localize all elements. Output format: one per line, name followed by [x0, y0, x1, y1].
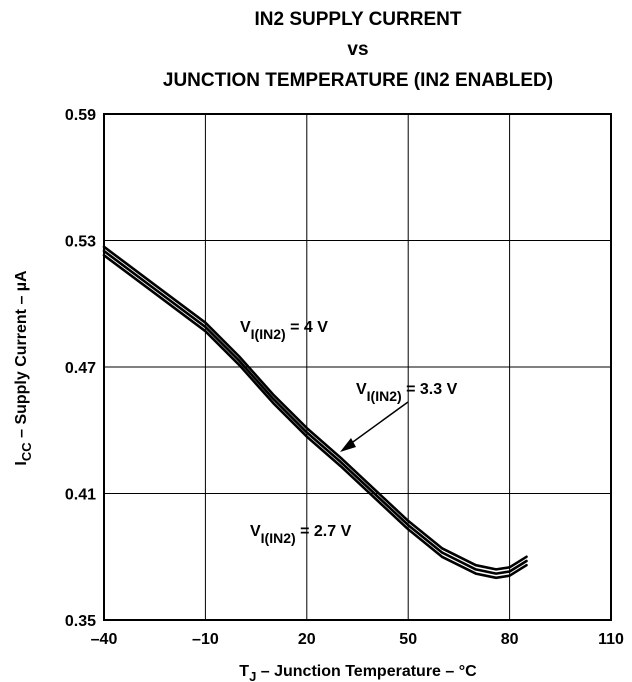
series-group — [102, 245, 528, 580]
x-tick-labels: –40 –10 20 50 80 110 — [91, 631, 624, 648]
grid — [103, 113, 612, 621]
plot-frame — [103, 113, 612, 621]
y-tick-labels: 0.35 0.41 0.47 0.53 0.59 — [65, 107, 96, 630]
annotation-4v: VI(IN2) = 4 V — [240, 319, 328, 342]
y-tick-label: 0.59 — [65, 107, 96, 124]
annotation-3-3v: VI(IN2) = 3.3 V — [356, 381, 458, 404]
annotation-arrow-line — [345, 401, 409, 448]
x-tick-label: 80 — [501, 631, 519, 648]
chart-title-line-1: IN2 SUPPLY CURRENT — [255, 9, 462, 30]
x-tick-label: –40 — [91, 631, 118, 648]
y-axis-label: ICC – Supply Current – µA — [13, 270, 34, 466]
series-line-1 — [102, 249, 528, 575]
series-line-0 — [102, 245, 528, 571]
x-tick-label: 110 — [598, 631, 624, 648]
chart-title-line-3: JUNCTION TEMPERATURE (IN2 ENABLED) — [163, 70, 553, 91]
x-tick-label: 20 — [298, 631, 316, 648]
x-tick-label: –10 — [192, 631, 219, 648]
chart-title-line-2: vs — [347, 39, 368, 60]
annotation-2-7v: VI(IN2) = 2.7 V — [250, 523, 352, 546]
y-tick-label: 0.53 — [65, 234, 96, 251]
series-line-2 — [102, 254, 528, 580]
x-axis-label: TJ – Junction Temperature – °C — [239, 663, 477, 682]
annotation-arrow-head — [340, 438, 356, 452]
x-tick-label: 50 — [399, 631, 417, 648]
y-tick-label: 0.41 — [65, 487, 96, 504]
y-tick-label: 0.47 — [65, 360, 96, 377]
y-tick-label: 0.35 — [65, 613, 96, 630]
